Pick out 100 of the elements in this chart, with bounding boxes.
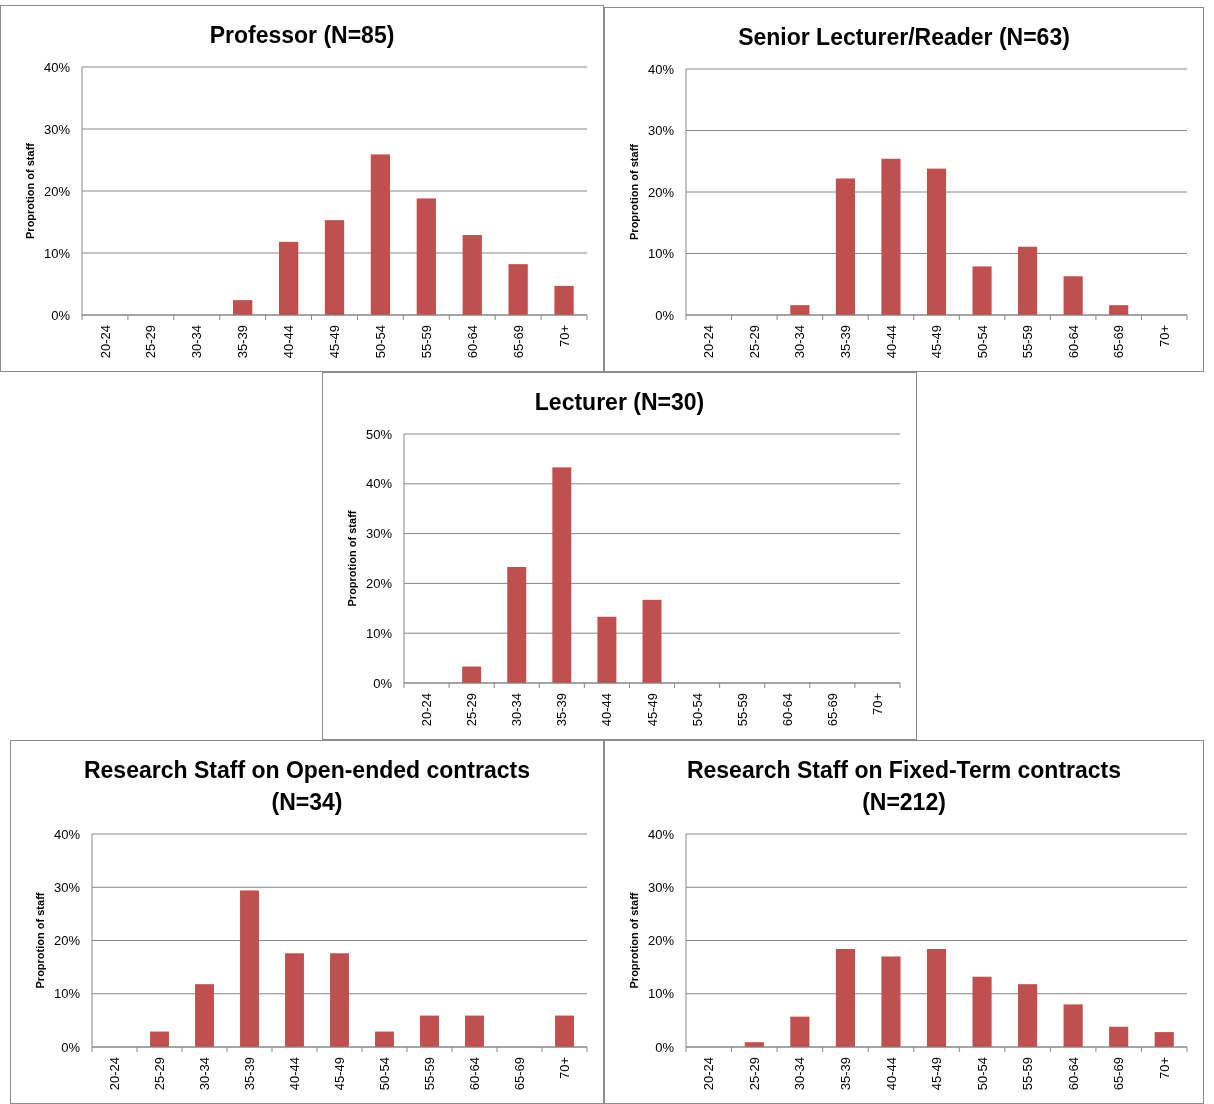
bar xyxy=(150,1031,169,1047)
bar xyxy=(465,1015,484,1047)
y-axis-title: Proprotion of staff xyxy=(628,143,640,240)
x-tick-label: 30-34 xyxy=(197,1057,213,1091)
y-tick-label: 20% xyxy=(647,933,675,949)
y-tick-label: 20% xyxy=(365,575,393,591)
x-tick-label: 60-64 xyxy=(1065,325,1081,359)
x-tick-label: 30-34 xyxy=(509,693,525,727)
bar xyxy=(375,1031,394,1047)
x-tick-label: 35-39 xyxy=(554,693,570,727)
y-tick-label: 0% xyxy=(51,307,71,323)
x-tick-label: 45-49 xyxy=(929,1057,945,1091)
x-tick-label: 20-24 xyxy=(97,325,113,359)
x-tick-label: 20-24 xyxy=(419,693,435,727)
y-tick-label: 10% xyxy=(365,625,393,641)
bar xyxy=(790,305,810,315)
x-tick-label: 30-34 xyxy=(792,1057,808,1091)
bar xyxy=(835,178,855,315)
x-tick-label: 55-59 xyxy=(734,693,750,727)
bar xyxy=(240,890,259,1047)
bar xyxy=(554,285,574,315)
bar xyxy=(195,984,214,1047)
y-tick-label: 20% xyxy=(647,184,675,200)
bar xyxy=(1109,1026,1129,1047)
x-tick-label: 55-59 xyxy=(422,1057,438,1091)
y-tick-label: 0% xyxy=(61,1039,81,1055)
y-axis-title: Proprotion of staff xyxy=(34,892,46,989)
y-tick-label: 30% xyxy=(647,879,675,895)
y-tick-label: 20% xyxy=(53,933,81,949)
bar xyxy=(1018,246,1038,315)
bar xyxy=(1109,305,1129,315)
bar xyxy=(278,241,299,315)
x-tick-label: 40-44 xyxy=(287,1057,303,1091)
x-tick-label: 70+ xyxy=(1156,325,1172,348)
x-tick-label: 35-39 xyxy=(242,1057,258,1091)
x-tick-label: 25-29 xyxy=(143,325,159,359)
y-tick-label: 10% xyxy=(43,245,71,261)
x-tick-label: 20-24 xyxy=(701,325,717,359)
x-tick-label: 70+ xyxy=(556,325,572,348)
x-tick-label: 35-39 xyxy=(837,325,853,359)
x-tick-label: 50-54 xyxy=(377,1057,393,1091)
y-tick-label: 30% xyxy=(365,526,393,542)
x-tick-label: 70+ xyxy=(557,1057,573,1080)
x-tick-label: 65-69 xyxy=(824,693,840,727)
x-tick-label: 55-59 xyxy=(1020,1057,1036,1091)
y-tick-label: 10% xyxy=(647,986,675,1002)
bar xyxy=(835,949,855,1047)
chart-title: Professor (N=85) xyxy=(209,22,395,48)
x-tick-label: 30-34 xyxy=(792,325,808,359)
x-tick-label: 55-59 xyxy=(1020,325,1036,359)
bar xyxy=(324,220,345,315)
y-tick-label: 40% xyxy=(53,826,81,842)
x-tick-label: 20-24 xyxy=(107,1057,123,1091)
x-tick-label: 35-39 xyxy=(235,325,251,359)
x-tick-label: 70+ xyxy=(870,693,885,716)
x-tick-label: 50-54 xyxy=(689,693,705,727)
bar xyxy=(462,666,482,683)
y-tick-label: 40% xyxy=(647,826,675,842)
x-tick-label: 40-44 xyxy=(599,693,615,727)
bar xyxy=(420,1015,439,1047)
x-tick-label: 40-44 xyxy=(883,325,899,359)
bar xyxy=(881,956,901,1047)
bar xyxy=(642,599,662,683)
bar xyxy=(233,300,253,315)
bar xyxy=(330,953,349,1047)
x-tick-label: 45-49 xyxy=(327,325,343,359)
bar xyxy=(597,616,617,683)
x-tick-label: 45-49 xyxy=(644,693,660,727)
x-tick-label: 65-69 xyxy=(512,1057,528,1091)
x-tick-label: 65-69 xyxy=(510,325,526,359)
bar xyxy=(1018,984,1038,1047)
y-tick-label: 0% xyxy=(373,675,393,691)
x-tick-label: 25-29 xyxy=(464,693,480,727)
x-tick-label: 70+ xyxy=(1156,1057,1172,1080)
y-tick-label: 40% xyxy=(647,61,675,77)
y-tick-label: 20% xyxy=(43,183,71,199)
y-tick-label: 0% xyxy=(655,307,675,323)
x-tick-label: 50-54 xyxy=(974,325,990,359)
bar xyxy=(926,949,947,1047)
y-tick-label: 0% xyxy=(655,1039,675,1055)
x-tick-label: 35-39 xyxy=(837,1057,853,1091)
y-axis-title: Proprotion of staff xyxy=(346,510,358,607)
bar xyxy=(1154,1032,1174,1047)
y-tick-label: 40% xyxy=(43,59,71,75)
chart-title: Lecturer (N=30) xyxy=(534,389,705,415)
bar xyxy=(972,976,992,1047)
bar xyxy=(555,1015,574,1047)
x-tick-label: 40-44 xyxy=(281,325,297,359)
y-tick-label: 40% xyxy=(365,476,393,492)
bar xyxy=(508,264,528,315)
x-tick-label: 25-29 xyxy=(746,1057,762,1091)
x-tick-label: 60-64 xyxy=(1065,1057,1081,1091)
chart-title: Research Staff on Fixed-Term contracts (N=212) xyxy=(686,757,1122,815)
x-tick-label: 60-64 xyxy=(464,325,480,359)
bar xyxy=(881,158,901,315)
bar xyxy=(972,266,992,315)
x-tick-label: 25-29 xyxy=(746,325,762,359)
y-tick-label: 30% xyxy=(43,121,71,137)
x-tick-label: 45-49 xyxy=(929,325,945,359)
bar xyxy=(370,154,391,315)
